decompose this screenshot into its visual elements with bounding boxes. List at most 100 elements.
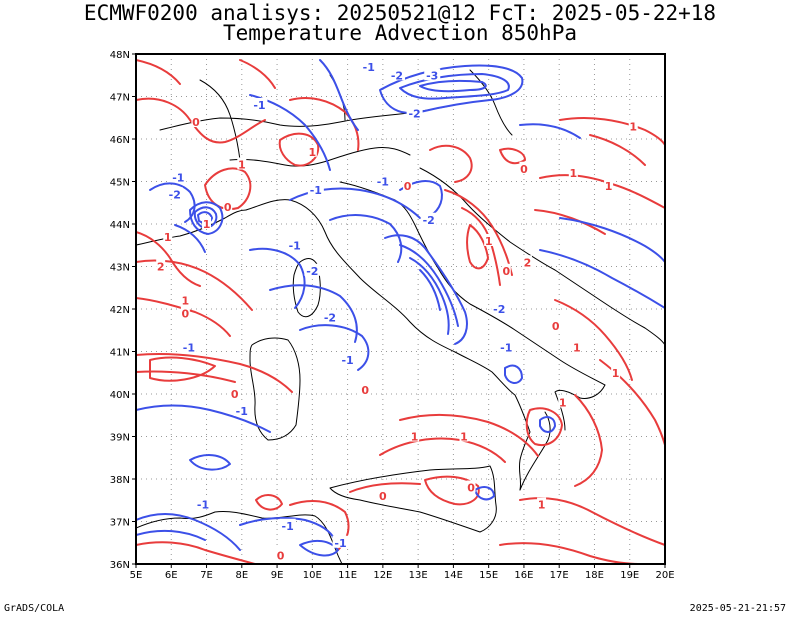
contour-label-bg [537,497,547,510]
lat-tick-label: 40N [110,390,130,401]
contour-label: 0 [182,307,190,320]
contour-label: -1 [183,341,195,354]
contour-label: -2 [169,188,181,201]
contour-label-bg [420,212,437,225]
contour-label-bg [237,157,247,170]
lat-tick-label: 48N [110,50,130,61]
contour-label: -1 [289,239,301,252]
contour-label: 1 [309,146,317,159]
lon-tick-label: 15E [479,570,498,581]
grid-lines [136,54,665,564]
contour-label-bg [202,217,212,229]
contour-label: -1 [253,99,265,112]
contour-label-bg [498,340,515,353]
contour-label: 0 [467,482,475,495]
contour-label-bg [286,238,303,251]
contour-label-bg [180,340,197,353]
contour-label: 2 [524,256,532,269]
contour-label-bg [572,340,582,353]
contour-label: -1 [341,354,353,367]
contour-label-bg [388,68,405,81]
contour-label: -1 [310,184,322,197]
lon-tick-label: 8E [235,570,248,581]
contour-label-bg [604,178,614,191]
contour-label-bg [378,489,388,501]
contour-label: 1 [573,341,581,354]
contour-label: 1 [605,180,613,193]
lon-tick-label: 11E [338,570,357,581]
contour-label: 0 [404,180,412,193]
contour-label: 0 [379,490,387,503]
contour-label: 1 [538,499,546,512]
lat-tick-label: 47N [110,93,130,104]
contour-label: 1 [559,397,567,410]
contour-label-bg [180,293,190,306]
contour-label-bg [466,480,476,493]
lon-tick-label: 6E [165,570,178,581]
contour-label: 0 [192,116,200,129]
lat-tick-label: 37N [110,518,130,529]
contour-label-bg [360,59,377,72]
contour-label: 1 [629,120,637,133]
lon-tick-label: 5E [130,570,143,581]
lat-tick-label: 43N [110,263,130,274]
contour-label: -2 [408,108,420,121]
lat-tick-label: 38N [110,475,130,486]
contour-label: -1 [282,520,294,533]
coastline [136,69,665,564]
contour-label-bg [170,170,187,183]
contour-label-bg [558,395,568,408]
lon-tick-label: 20E [655,570,674,581]
contour-label-bg [459,429,469,442]
contour-label: 0 [520,163,528,176]
lat-tick-label: 44N [110,220,130,231]
lon-tick-label: 13E [409,570,428,581]
contour-label-bg [339,353,356,365]
lon-tick-label: 16E [514,570,533,581]
contour-label-bg [551,319,561,331]
lon-tick-label: 17E [550,570,569,581]
contour-label: -2 [324,312,336,325]
contour-label: 0 [361,384,369,397]
contour-label: 0 [502,265,510,278]
contour-label-bg [304,263,321,276]
contour-label: -3 [426,69,438,82]
contour-label-bg [321,310,338,323]
lon-tick-label: 14E [444,570,463,581]
contour-label: 1 [460,431,468,444]
contour-label: 0 [277,550,285,563]
contour-label-bg [360,382,370,395]
contour-label-bg [406,106,423,119]
contour-label-bg [180,306,190,319]
contour-label-bg [163,229,173,242]
contour-label-bg [628,119,638,132]
contour-label: -1 [172,171,184,184]
contour-label: 1 [238,159,246,172]
contour-label-bg [251,98,268,110]
lon-tick-label: 12E [373,570,392,581]
contour-label-bg [332,535,349,548]
contour-label: 1 [612,367,620,380]
lon-tick-label: 7E [200,570,213,581]
contour-label-bg [230,387,240,399]
contour-label-bg [424,68,441,81]
contour-label: -1 [377,176,389,189]
contour-label-bg [223,200,233,212]
contour-label-bg [307,144,317,157]
contour-label: -1 [236,405,248,418]
contour-label: 0 [224,201,232,214]
contour-label-bg [403,178,413,191]
contour-label-bg [307,183,324,195]
contour-label-bg [484,234,494,246]
lat-tick-label: 41N [110,348,130,359]
contour-label-bg [410,429,420,442]
contour-label-bg [522,255,532,268]
contour-label: 0 [552,320,560,333]
lon-tick-label: 18E [585,570,604,581]
contour-label-bg [568,166,578,178]
contour-label: -1 [500,341,512,354]
contour-label-bg [195,497,212,510]
contour-label-bg [491,302,508,314]
